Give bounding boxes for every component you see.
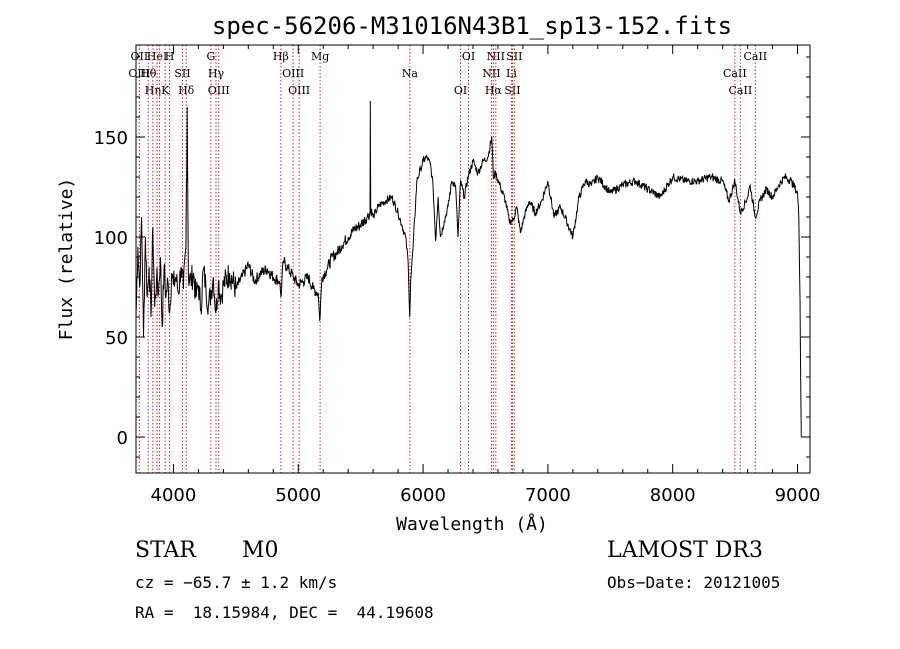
line-marker-label: OIII	[128, 67, 150, 80]
x-tick-label: 5000	[275, 485, 321, 506]
line-marker-label: HeI	[147, 50, 167, 63]
line-marker-label: K	[161, 84, 170, 97]
plot-frame	[135, 44, 811, 474]
line-marker-label: CaII	[743, 50, 767, 63]
line-marker-label: Mg	[311, 50, 329, 63]
line-marker-label: OIII	[288, 84, 310, 97]
object-class: STAR	[135, 538, 196, 563]
y-tick-label: 0	[117, 428, 128, 449]
x-axis-label: Wavelength (Å)	[396, 513, 548, 535]
y-tick-label: 150	[94, 128, 128, 149]
axis-ticks: 4000 5000 6000 7000 8000 9000 0 50 100 150	[94, 45, 821, 506]
y-axis-label: Flux (relative)	[56, 178, 77, 341]
line-marker-label: SII	[506, 50, 522, 63]
line-marker-label: Na	[402, 67, 419, 80]
x-tick-label: 8000	[650, 485, 696, 506]
line-marker-label: Hδ	[178, 84, 195, 97]
line-marker-label: OI	[454, 84, 467, 97]
line-marker-label: H	[165, 50, 175, 63]
line-marker-label: Hγ	[208, 67, 225, 80]
chart-title: spec-56206-M31016N43B1_sp13-152.fits	[212, 12, 732, 40]
y-tick-label: 50	[105, 328, 128, 349]
line-marker-label: SII	[504, 84, 520, 97]
redshift-velocity: cz = −65.7 ± 1.2 km/s	[135, 573, 338, 592]
line-marker-label: G	[206, 50, 215, 63]
line-marker-label: Hβ	[273, 50, 289, 63]
subclass: M0	[242, 538, 279, 563]
survey-name: LAMOST DR3	[607, 538, 763, 563]
line-marker-label: OIII	[282, 67, 304, 80]
x-tick-label: 9000	[775, 485, 821, 506]
spectrum-line	[135, 100, 802, 438]
x-tick-label: 6000	[400, 485, 446, 506]
line-marker-label: Hθ	[140, 67, 157, 80]
spectrum-chart: spec-56206-M31016N43B1_sp13-152.fits OII…	[56, 12, 821, 535]
line-marker-label: OI	[462, 50, 475, 63]
x-tick-label: 7000	[525, 485, 571, 506]
line-marker-label: Hα	[485, 84, 503, 97]
line-marker-label: NII	[487, 50, 505, 63]
line-marker-label: CaII	[723, 67, 747, 80]
x-tick-label: 4000	[151, 485, 197, 506]
line-marker-label: SII	[174, 67, 190, 80]
line-marker-label: OIII	[208, 84, 230, 97]
line-marker-label: CaII	[729, 84, 753, 97]
coordinates: RA = 18.15984, DEC = 44.19608	[135, 603, 434, 622]
line-marker-label: Hη	[145, 84, 161, 97]
y-tick-label: 100	[94, 228, 128, 249]
line-marker-label: Li	[506, 67, 517, 80]
line-marker-layer: OIIOIIIHθHηHeIKHSIIHδGHγOIIIHβOIIIOIIIMg…	[128, 45, 767, 473]
observation-date: Obs−Date: 20121005	[607, 573, 781, 592]
line-marker-label: NII	[482, 67, 500, 80]
